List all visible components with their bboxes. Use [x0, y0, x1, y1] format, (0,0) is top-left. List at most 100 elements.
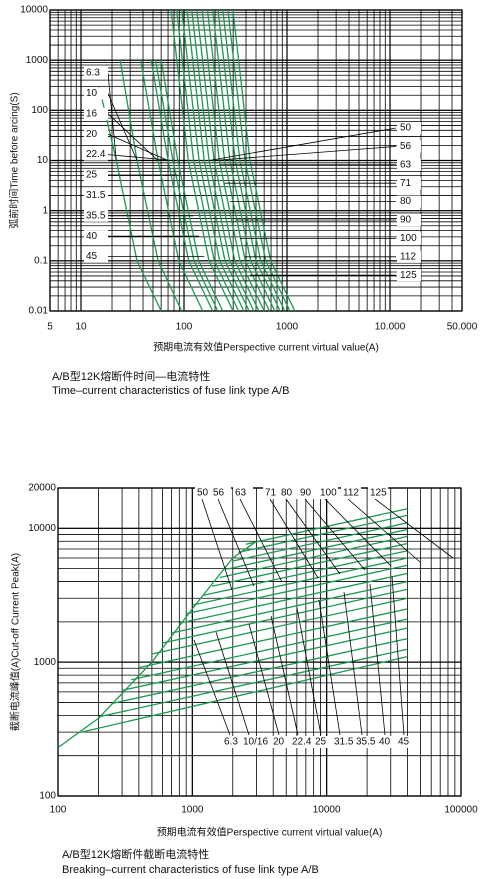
curve	[196, 9, 260, 312]
label-bg	[84, 189, 108, 202]
curve	[98, 86, 162, 312]
label-bg	[263, 487, 283, 499]
label-bg	[84, 67, 108, 79]
rating-label: 63	[400, 159, 412, 170]
curve	[245, 508, 408, 545]
rating-label: 10	[86, 88, 98, 99]
rating-label: 10/16	[243, 737, 268, 748]
leader-line	[107, 154, 173, 161]
rating-label: 40	[86, 231, 98, 242]
label-bg	[397, 214, 421, 226]
label-bg	[396, 736, 416, 748]
curve	[191, 9, 255, 312]
y-tick-label: 1000	[34, 657, 57, 668]
rating-label: 125	[400, 270, 417, 281]
curve	[151, 597, 408, 655]
y-tick-label: 100	[39, 791, 56, 802]
leader-line	[214, 146, 397, 161]
label-bg	[397, 158, 421, 171]
label-bg	[318, 487, 338, 499]
curve	[201, 9, 265, 312]
rating-label: 112	[343, 488, 359, 499]
rating-label: 50	[400, 123, 412, 134]
leader-line	[248, 623, 280, 736]
x-tick-label: 10.000	[375, 322, 406, 333]
caption: A/B型12K熔断件时间—电流特性	[52, 369, 210, 383]
label-bg	[195, 487, 215, 499]
leader-line	[269, 498, 319, 579]
rating-label: 35.5	[356, 737, 376, 748]
leader-line	[239, 498, 283, 583]
rating-label: 80	[400, 196, 412, 207]
x-tick-label: 100000	[444, 805, 478, 816]
y-tick-label: 0.1	[34, 255, 48, 266]
x-axis-label: 预期电流有效值Perspective current virtual value…	[153, 341, 379, 354]
rating-label: 63	[235, 488, 247, 499]
label-bg	[341, 487, 361, 499]
label-bg	[397, 140, 421, 153]
label-bg	[397, 195, 421, 208]
leader-line	[296, 607, 322, 736]
leader-line	[347, 498, 421, 563]
leader-line	[369, 583, 386, 736]
x-axis-label: 预期电流有效值Perspective current virtual value…	[157, 826, 383, 839]
curve	[121, 627, 408, 692]
curve	[176, 9, 240, 312]
leader-line	[285, 498, 341, 575]
y-tick-label: 0.01	[29, 306, 49, 317]
curve	[186, 9, 250, 312]
rating-label: 50	[197, 488, 209, 499]
y-tick-label: 10000	[20, 5, 48, 16]
y-tick-label: 20000	[28, 483, 56, 494]
label-bg	[84, 230, 108, 243]
curve	[192, 557, 408, 606]
leader-line	[391, 575, 405, 736]
label-bg	[298, 487, 318, 499]
leader-line	[304, 498, 366, 571]
rating-label: 25	[86, 170, 98, 181]
rating-label: 80	[281, 488, 293, 499]
rating-label: 25	[315, 737, 327, 748]
label-bg	[241, 736, 261, 748]
curve	[119, 60, 183, 312]
rating-label: 20	[86, 129, 98, 140]
label-bg	[84, 107, 108, 120]
leader-line	[107, 72, 117, 161]
label-bg	[397, 250, 421, 263]
leader-line	[324, 498, 392, 567]
x-tick-label: 1000	[276, 322, 299, 333]
y-tick-label: 1000	[26, 55, 49, 66]
curve	[170, 9, 234, 312]
curve	[179, 572, 408, 624]
x-tick-label: 100	[176, 322, 193, 333]
y-axis-label: 弧前时间Time before arcing(S)	[8, 92, 21, 228]
curve	[226, 528, 408, 570]
curve	[160, 60, 224, 312]
caption: A/B型12K熔断件截断电流特性	[62, 847, 209, 861]
leader-line	[343, 591, 363, 736]
rating-label: 56	[400, 141, 412, 152]
curve	[98, 648, 408, 718]
label-bg	[84, 250, 108, 263]
rating-label: 112	[400, 251, 416, 262]
curve	[232, 522, 408, 562]
label-bg	[397, 269, 421, 282]
y-tick-label: 100	[31, 105, 48, 116]
x-tick-label: 10000	[313, 805, 341, 816]
label-bg	[313, 736, 333, 748]
x-tick-label: 1000	[181, 805, 204, 816]
rating-label: 90	[400, 215, 412, 226]
label-bg	[222, 736, 242, 748]
label-bg	[84, 169, 108, 181]
rating-label: 56	[213, 488, 225, 499]
rating-label: 125	[370, 488, 387, 499]
y-tick-label: 10000	[28, 523, 56, 534]
leader-line	[270, 615, 299, 736]
x-tick-label: 10	[75, 322, 87, 333]
leader-line	[318, 599, 341, 736]
label-bg	[84, 128, 108, 141]
curve	[111, 637, 408, 705]
rating-label: 45	[86, 251, 98, 262]
rating-label: 6.3	[86, 68, 100, 79]
y-axis-label: 截断电流峰值(A)Cut-off Current Peak(A)	[9, 553, 22, 731]
